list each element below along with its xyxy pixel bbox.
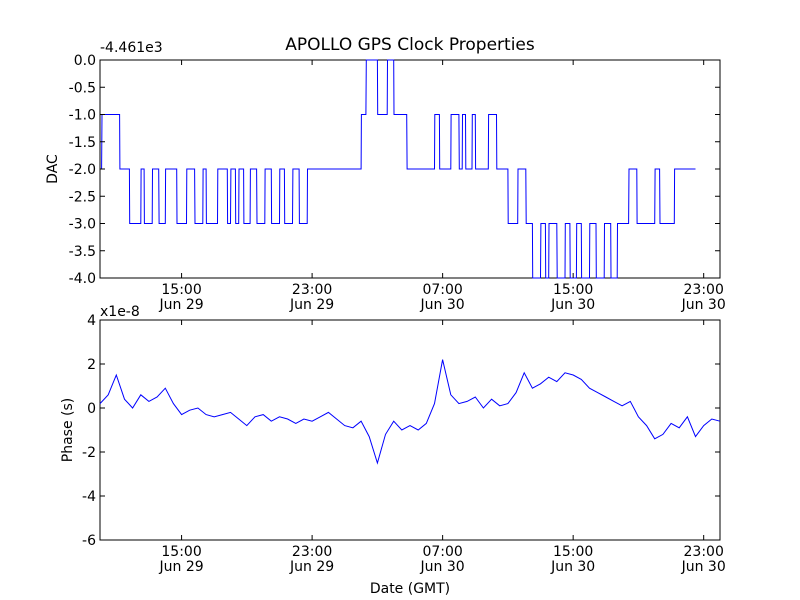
dac-x-tick-date: Jun 29 [289,297,334,313]
phase-x-tick-time: 23:00 [684,544,724,560]
dac-axes: 0.0 -0.5 -1.0 -1.5 -2.0 -2.5 -3.0 -3.5 -4.0 15:0… [45,40,726,313]
dac-x-tick-time: 07:00 [422,282,462,298]
phase-x-tick-date: Jun 30 [420,559,465,575]
dac-y-tick-label: -1.0 [69,108,96,124]
phase-x-tick-date: Jun 29 [289,559,334,575]
phase-y-tick-label: -2 [82,445,96,461]
phase-x-tick-date: Jun 30 [681,559,726,575]
phase-plot-frame [99,319,721,541]
phase-y-axis-label: Phase (s) [60,398,76,462]
dac-y-tick-label: 0.0 [74,53,96,69]
x-axis-label: Date (GMT) [370,581,450,597]
phase-x-tick-date: Jun 29 [159,559,204,575]
dac-x-tick-date: Jun 29 [159,297,204,313]
dac-x-tick-time: 15:00 [161,282,201,298]
dac-y-tick-label: -3.5 [69,244,96,260]
dac-series-line [100,59,696,279]
phase-series-group [99,359,721,465]
phase-y-tick-label: -6 [82,533,96,549]
dac-y-ticks: 0.0 -0.5 -1.0 -1.5 -2.0 -2.5 -3.0 -3.5 -4.0 [69,53,720,287]
phase-offset-label: x1e-8 [100,304,140,320]
phase-y-tick-label: -4 [82,489,96,505]
dac-offset-label: -4.461e3 [100,40,163,56]
dac-y-tick-label: -3.0 [69,217,96,233]
phase-x-tick-time: 23:00 [292,544,332,560]
dac-x-tick-date: Jun 30 [550,297,595,313]
dac-x-tick-time: 23:00 [684,282,724,298]
dac-y-tick-label: -0.5 [69,80,96,96]
phase-y-tick-label: 2 [87,357,96,373]
figure-title: APOLLO GPS Clock Properties [285,35,535,55]
dac-y-tick-label: -2.0 [69,162,96,178]
dac-y-tick-label: -4.0 [69,271,96,287]
phase-x-tick-time: 15:00 [161,544,201,560]
dac-x-tick-date: Jun 30 [420,297,465,313]
phase-y-ticks: 4 2 0 -2 -4 -6 [82,313,720,549]
phase-x-tick-date: Jun 30 [550,559,595,575]
phase-series-line [99,359,721,465]
dac-y-tick-label: -1.5 [69,135,96,151]
dac-y-tick-label: -2.5 [69,189,96,205]
dac-x-tick-time: 23:00 [292,282,332,298]
phase-y-tick-label: 4 [87,313,96,329]
dac-y-axis-label: DAC [45,154,61,184]
phase-x-tick-time: 07:00 [422,544,462,560]
dac-x-tick-time: 15:00 [553,282,593,298]
phase-y-tick-label: 0 [87,401,96,417]
dac-series-group [100,59,696,279]
dac-x-tick-date: Jun 30 [681,297,726,313]
phase-x-tick-time: 15:00 [553,544,593,560]
